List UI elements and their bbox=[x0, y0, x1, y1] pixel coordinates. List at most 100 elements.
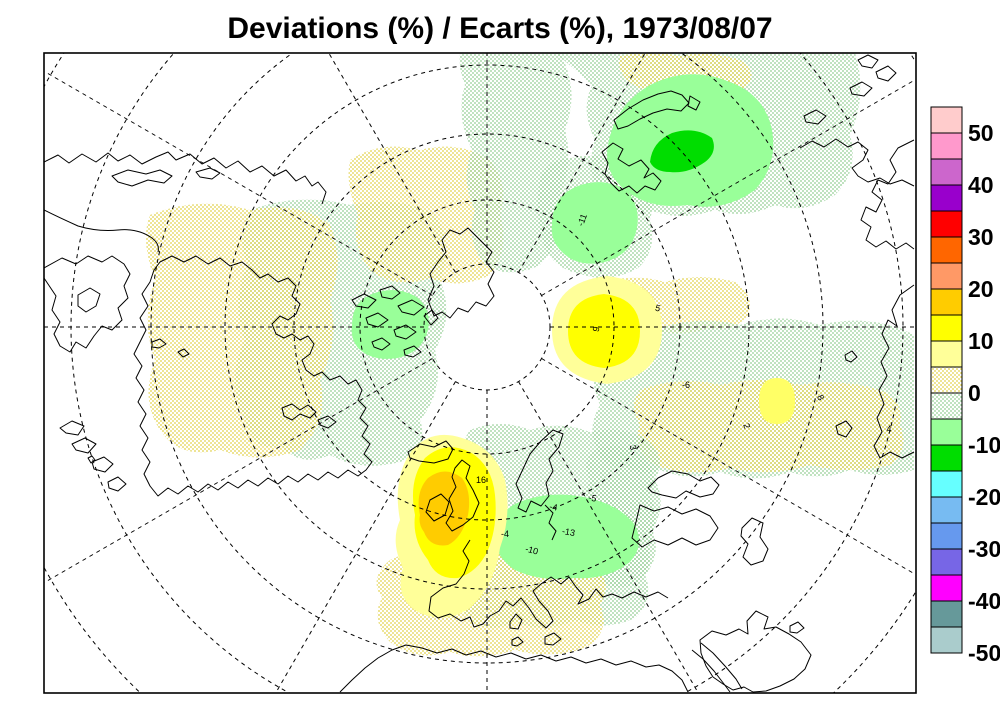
colorbar-cell bbox=[930, 340, 963, 368]
colorbar-cell bbox=[930, 106, 963, 134]
contour-value-label: -4 bbox=[501, 529, 509, 539]
latitude-circle bbox=[224, 64, 750, 590]
meridian-line bbox=[275, 381, 456, 693]
west-siberia-positive-spot bbox=[759, 378, 795, 424]
contour-value-labels: -11 9 5 -6 16 -4 -4 -13 -10 -5 3 2 4 8 bbox=[476, 212, 892, 556]
colorbar-tick-label: 0 bbox=[968, 380, 981, 406]
contour-value-label: 5 bbox=[654, 303, 661, 314]
coastline bbox=[423, 309, 439, 326]
colorbar: 50 40 30 20 10 0 -10 -20 -30 -40 -50 bbox=[930, 106, 1000, 666]
coastline bbox=[427, 227, 495, 319]
coastline bbox=[544, 504, 557, 541]
bg-pos-north-america-west bbox=[146, 203, 338, 458]
coastline bbox=[445, 459, 480, 532]
coastline bbox=[365, 312, 389, 328]
coastline bbox=[107, 476, 127, 492]
bg-pos-east-siberia bbox=[348, 146, 504, 284]
colorbar-cell bbox=[930, 444, 963, 472]
coastline bbox=[631, 504, 719, 548]
colorbar-cell bbox=[930, 314, 963, 342]
coastline bbox=[699, 610, 812, 693]
coastline bbox=[515, 429, 564, 513]
meridian-line bbox=[44, 358, 433, 584]
colorbar-cell bbox=[930, 574, 963, 602]
colorbar-tick-label: 30 bbox=[968, 224, 994, 250]
coastline bbox=[647, 470, 720, 499]
coastline bbox=[195, 167, 221, 180]
coastline bbox=[407, 440, 454, 464]
map-frame bbox=[43, 52, 917, 694]
colorbar-cell bbox=[930, 158, 963, 186]
colorbar-cell bbox=[930, 496, 963, 524]
colorbar-cell bbox=[930, 392, 963, 420]
novaya-zemlya-negative bbox=[551, 182, 638, 264]
meridian-line bbox=[328, 53, 456, 273]
colorbar-cell bbox=[930, 366, 963, 394]
contour-value-label: 16 bbox=[476, 475, 486, 485]
coastline bbox=[351, 293, 377, 309]
colorbar-cell bbox=[930, 418, 963, 446]
coastline bbox=[371, 337, 391, 351]
central-europe-negative bbox=[494, 494, 639, 579]
bg-pos-asia-lower-band bbox=[634, 380, 904, 473]
coastline bbox=[789, 621, 805, 634]
coastline bbox=[873, 284, 915, 459]
coastline bbox=[393, 324, 417, 340]
contour-value-label: 4 bbox=[886, 424, 891, 434]
coastline bbox=[339, 644, 689, 693]
colorbar-tick-label: 10 bbox=[968, 328, 994, 354]
coastline bbox=[44, 255, 131, 353]
colorbar-tick-label: 20 bbox=[968, 276, 994, 302]
coastline bbox=[281, 403, 317, 421]
coastline bbox=[691, 649, 731, 693]
contour-value-label: -11 bbox=[575, 212, 589, 227]
coastline bbox=[544, 632, 562, 646]
colorbar-cell bbox=[930, 262, 963, 290]
contour-value-label: -13 bbox=[561, 526, 576, 538]
coastline bbox=[177, 348, 190, 358]
colorbar-cell bbox=[930, 470, 963, 498]
coastline bbox=[111, 169, 173, 187]
canadian-arctic-negative bbox=[351, 289, 429, 359]
colorbar-tick-label: -40 bbox=[968, 588, 1000, 614]
contour-value-label: -10 bbox=[524, 544, 539, 557]
coastline bbox=[613, 90, 690, 130]
coastline bbox=[857, 54, 879, 69]
meridian-line bbox=[518, 381, 699, 693]
coastline bbox=[687, 95, 701, 111]
coastline bbox=[700, 642, 743, 690]
colorbar-cell bbox=[930, 548, 963, 576]
coastline bbox=[860, 139, 915, 250]
colorbar-tick-label: -20 bbox=[968, 484, 1000, 510]
coastline bbox=[44, 151, 327, 205]
meridian-line bbox=[541, 358, 916, 576]
british-isles-positive-core bbox=[418, 471, 470, 546]
central-arctic-positive-core bbox=[568, 294, 640, 368]
colorbar-cell bbox=[930, 522, 963, 550]
coastline bbox=[403, 345, 422, 358]
coastline bbox=[835, 420, 853, 438]
coastlines bbox=[44, 54, 915, 693]
coastline bbox=[849, 81, 873, 97]
colorbar-cell bbox=[930, 210, 963, 238]
coastline bbox=[397, 299, 425, 316]
coastline bbox=[601, 142, 662, 194]
contour-value-label: 3 bbox=[628, 444, 639, 451]
colorbar-cell bbox=[930, 626, 963, 654]
coastline bbox=[511, 636, 524, 647]
coastline bbox=[799, 138, 915, 187]
figure-title: Deviations (%) / Ecarts (%), 1973/08/07 bbox=[227, 12, 772, 45]
contour-value-label: -6 bbox=[682, 380, 690, 390]
colorbar-tick-label: 50 bbox=[968, 120, 994, 146]
colorbar-tick-label: -50 bbox=[968, 640, 1000, 666]
coastline bbox=[87, 455, 96, 464]
contour-value-label: -5 bbox=[588, 492, 598, 503]
coastline bbox=[803, 109, 827, 125]
colorbar-cell bbox=[930, 184, 963, 212]
colorbar-cell bbox=[930, 600, 963, 628]
colorbar-tick-label: -30 bbox=[968, 536, 1000, 562]
colorbar-tick-label: -10 bbox=[968, 432, 1000, 458]
coastline bbox=[875, 65, 897, 82]
